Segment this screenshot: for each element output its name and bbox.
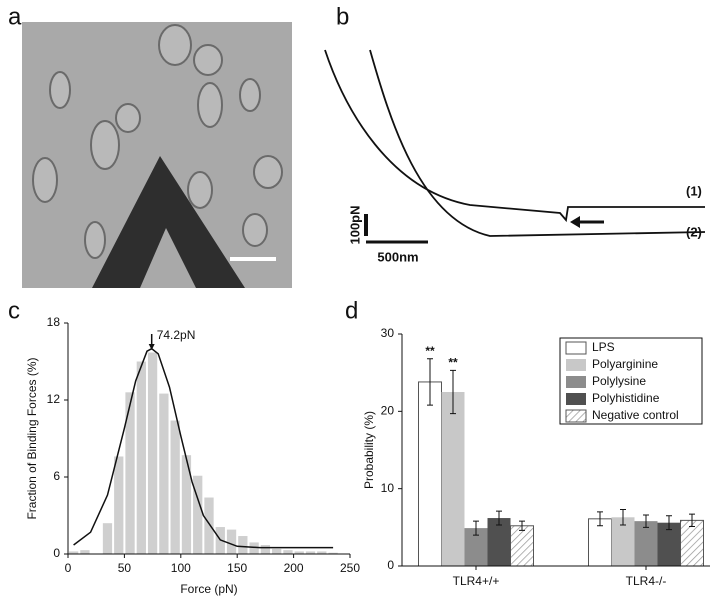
bar [464,528,488,566]
error-bar [689,513,695,528]
histogram-bar [125,392,135,554]
error-bar [450,369,456,415]
x-tick-label: 200 [284,561,304,575]
error-bar [643,514,649,528]
error-bar [427,358,433,406]
histogram-bar [204,497,214,554]
y-axis-title: Probability (%) [362,411,376,489]
histogram-bar [69,551,79,554]
histogram-bar [317,551,327,554]
significance: ** [448,356,458,370]
histogram-bar [328,552,338,554]
x-tick-label: 0 [65,561,72,575]
histogram-bar [159,393,169,554]
bar [634,521,658,566]
histogram-bar [193,475,203,554]
legend-swatch [566,359,586,371]
bar [510,525,534,567]
histogram-bar [238,536,248,554]
histogram-bar [226,529,237,554]
annotation: 74.2pN [157,328,196,342]
significance: ** [425,344,435,358]
panel-label: b [336,3,349,30]
error-bar [496,510,502,526]
x-tick-label: TLR4-/- [626,574,667,588]
bar [441,392,465,566]
legend-swatch [565,409,587,423]
y-tick-label: 30 [381,326,395,340]
bar [418,381,442,567]
curve-label: (1) [686,183,702,198]
histogram-bar [249,542,259,554]
histogram-bar [80,550,90,554]
histogram-bar [294,551,304,554]
legend-swatch [565,341,587,355]
micrograph [22,22,292,288]
legend-label: LPS [592,340,615,354]
legend-label: Negative control [592,408,679,422]
x-tick-label: TLR4+/+ [453,574,500,588]
annotation-arrowhead [148,344,155,350]
x-tick-label: 150 [227,561,247,575]
legend-label: Polyarginine [592,357,658,371]
y-tick-label: 12 [47,392,61,406]
histogram-bar [114,456,124,554]
histogram-bar [102,523,113,554]
histogram-bar [283,550,293,554]
error-bar [519,520,525,531]
x-tick-label: 50 [118,561,132,575]
scale-bar-label: 500nm [377,249,418,264]
error-bar [620,509,626,526]
panel-label: c [8,297,20,324]
y-tick-label: 20 [381,404,395,418]
bar [657,522,681,566]
bar [611,517,635,566]
error-bar [597,511,603,527]
error-bar [666,515,672,531]
legend-swatch [566,376,586,388]
error-bar [473,520,479,536]
x-tick-label: 100 [171,561,191,575]
histogram-bar [272,548,282,554]
histogram-bar [170,420,180,554]
y-tick-label: 0 [53,546,60,560]
y-tick-label: 10 [381,481,395,495]
legend-swatch [566,393,586,405]
y-tick-label: 0 [387,558,394,572]
x-axis-title: Force (pN) [180,582,237,596]
bar [680,519,704,567]
scale-bar-label: 100pN [347,205,362,244]
legend-label: Polyhistidine [592,391,660,405]
histogram-bar [260,545,271,554]
histogram-bar [147,352,158,554]
panel-label: d [345,297,358,324]
y-tick-label: 6 [53,469,60,483]
curve-label: (2) [686,224,702,239]
y-tick-label: 18 [47,315,61,329]
histogram-bar [305,551,316,554]
legend-label: Polylysine [592,374,646,388]
fit-curve [73,347,334,549]
histogram-bar [181,455,192,554]
panel-label: a [8,3,22,30]
x-tick-label: 250 [340,561,360,575]
y-axis-title: Fraction of Binding Forces (%) [25,357,39,519]
bar [487,518,511,566]
force-curves [324,49,706,244]
histogram-bar [136,361,146,554]
